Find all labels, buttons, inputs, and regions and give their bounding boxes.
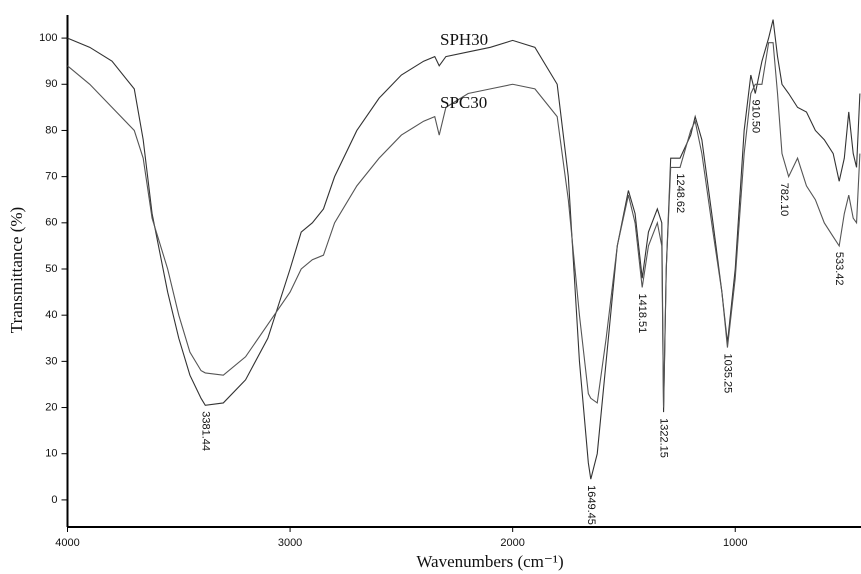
y-tick-label: 30 [45,355,57,367]
peak-label: 3381.44 [199,411,211,451]
spectrum-line [67,19,861,480]
x-tick-label: 2000 [500,537,524,549]
x-tick-label: 1000 [723,537,747,549]
y-tick-label: 20 [45,401,57,413]
y-tick-label: 70 [45,171,57,183]
y-tick-label: 100 [39,32,57,44]
y-tick-label: 80 [45,124,57,136]
peak-label: 1248.62 [674,173,686,213]
y-tick-label: 40 [45,309,57,321]
y-tick-label: 10 [45,448,57,460]
peak-label: 910.50 [749,100,761,134]
x-axis-title: Wavenumbers (cm⁻¹) [416,552,563,571]
y-axis-title: Transmittance (%) [7,207,26,333]
peak-label: 1322.15 [658,418,670,458]
peak-label: 1035.25 [721,354,733,394]
peak-label: 1649.45 [585,485,597,525]
y-tick-label: 0 [51,494,57,506]
y-tick-label: 50 [45,263,57,275]
series-label: SPH30 [440,30,488,49]
peak-label: 533.42 [833,252,845,286]
peak-label: 1418.51 [636,293,648,333]
y-tick-label: 90 [45,78,57,90]
x-tick-label: 4000 [55,537,79,549]
series-label: SPC30 [440,93,487,112]
peak-label: 782.10 [778,183,790,217]
x-tick-label: 3000 [278,537,302,549]
spectrum-line [67,42,861,408]
y-tick-label: 60 [45,217,57,229]
